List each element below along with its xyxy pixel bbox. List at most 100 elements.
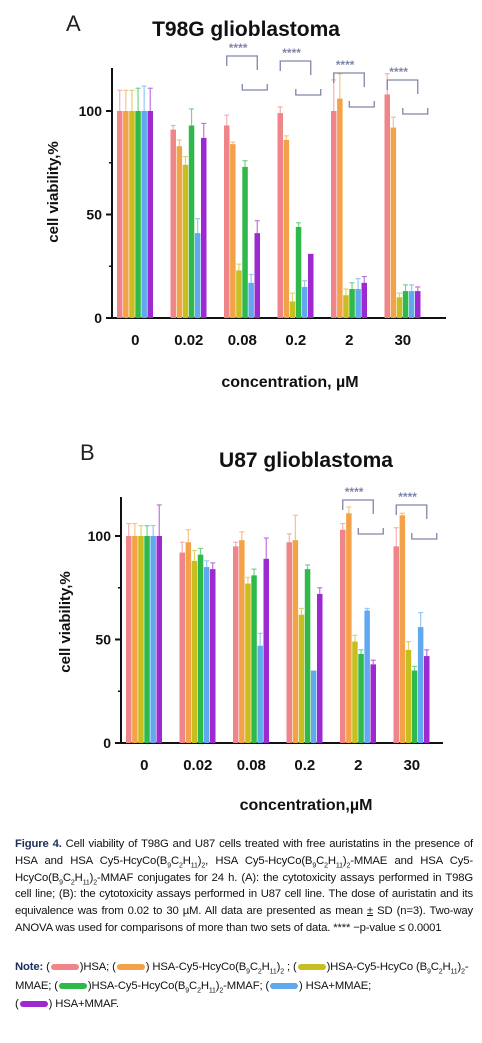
chart-a-x-label: concentration, µM [221,374,358,391]
chart-a-significance-label: **** [336,58,355,72]
chart-b-bar [251,575,257,743]
chart-b: B U87 glioblastoma 0 50 100 cell viability,% 0… [57,440,443,814]
chart-a-x-tick-label: 30 [394,332,411,349]
chart-a-x-tick-label: 0 [131,332,139,349]
chart-a-y-tick-label: 0 [94,310,102,326]
chart-b-bar [358,653,364,743]
chart-a-bar [224,125,230,319]
chart-a-bar [308,253,314,318]
chart-b-bar [292,540,299,743]
chart-a-bar [361,282,367,318]
chart-b-bar [304,569,311,743]
legend-note: Note: ()HSA; () HSA-Cy5-HcyCo(B9C2H11)2 … [15,961,469,1010]
chart-b-bracket-arm [411,533,438,540]
chart-b-bar [340,529,346,743]
chart-a-x-tick-label: 0.2 [285,332,306,349]
chart-b-x-tick-label: 0.08 [237,757,266,774]
chart-b-x-label: concentration,µM [240,797,373,814]
chart-a-y-label: cell viability,% [45,141,62,242]
chart-a-bar [277,113,283,318]
chart-b-significance-label: **** [398,490,417,504]
chart-a-bar [147,111,153,318]
chart-a-bar [176,146,183,318]
chart-a-bar [415,291,421,318]
legend-swatch-3 [297,964,326,971]
chart-b-y-tick-label: 0 [103,735,111,751]
chart-a-bar [402,291,409,318]
chart-b-bar [424,656,430,743]
chart-a-bar [349,289,355,318]
chart-a-bar [170,129,176,318]
chart-b-x-tick-label: 2 [354,757,362,774]
chart-a-bar [295,226,302,318]
chart-a-bar [182,164,189,318]
chart-a-bracket-arm [241,84,268,91]
chart-a-bar [248,282,254,318]
legend-swatch-4 [58,982,87,989]
chart-b-x-tick-label: 0.02 [183,757,212,774]
chart-a-bar [289,301,296,318]
chart-a-bar [331,111,337,318]
chart-b-bar [239,540,245,743]
chart-a-significance-label: **** [229,41,248,55]
chart-b-bar [179,552,185,743]
caption-label: Figure 4. [15,838,62,850]
chart-a-panel-letter: A [66,11,81,36]
chart-a-bar [201,137,207,318]
chart-a-bar [129,111,135,318]
legend-swatch-5 [270,982,299,989]
chart-a-bracket-arm [295,89,322,96]
chart-b-panel-letter: B [80,440,95,465]
chart-b-bar [138,536,144,743]
chart-a-bar [236,270,242,318]
chart-b-bar [393,546,399,743]
chart-b-bar [185,542,192,743]
chart-a-bar [194,233,201,318]
chart-b-bar [346,513,352,743]
chart-a-bar [337,98,343,318]
chart-a-bar [230,144,236,318]
chart-a-bar [254,233,260,318]
chart-a-y-tick-label: 50 [86,207,102,223]
chart-b-bar [298,614,305,743]
chart-a-significance-bracket: **** [386,65,429,115]
chart-b-bracket-arm [357,528,384,535]
chart-a-bar [408,291,415,318]
chart-a-bar [355,289,361,318]
chart-b-y-tick-label: 100 [88,528,112,544]
chart-b-bar [370,664,376,743]
chart-b-bracket-line [342,499,374,514]
chart-b-significance-label: **** [345,485,364,499]
chart-b-bar [156,536,162,743]
chart-a-bracket-arm [348,101,375,108]
chart-a-bar [135,111,141,318]
chart-b-bar [411,670,418,743]
chart-a-bar [283,139,290,318]
chart-b-bar [126,536,132,743]
chart-b-title: U87 glioblastoma [219,449,393,472]
chart-b-y-tick-label: 50 [95,632,111,648]
chart-a-x-tick-label: 0.08 [228,332,257,349]
chart-b-bar [364,610,370,743]
chart-a-bar [141,111,147,318]
chart-a-bar [396,297,403,318]
chart-a-y-tick-label: 100 [79,103,103,119]
chart-b-bar [233,546,239,743]
chart-b-significance-bracket: **** [342,485,384,535]
chart-b-bar [197,554,204,743]
chart-a-title: T98G glioblastoma [152,18,340,41]
chart-a-significance-bracket: **** [226,41,268,91]
chart-b-bracket-line [395,504,428,519]
chart-b-bar [263,558,269,743]
chart-a-bar [188,125,195,319]
chart-a-bracket-line [386,79,419,94]
chart-b-bar [245,583,251,743]
chart-b-y-label: cell viability,% [57,571,74,672]
chart-a-bar [384,94,390,318]
chart-b-bar [257,645,263,743]
chart-a-x-tick-label: 0.02 [174,332,203,349]
chart-a-x-tick-label: 2 [345,332,353,349]
chart-a-bar [117,111,123,318]
chart-a-bracket-arm [402,108,429,115]
chart-b-x-tick-label: 0.2 [294,757,315,774]
